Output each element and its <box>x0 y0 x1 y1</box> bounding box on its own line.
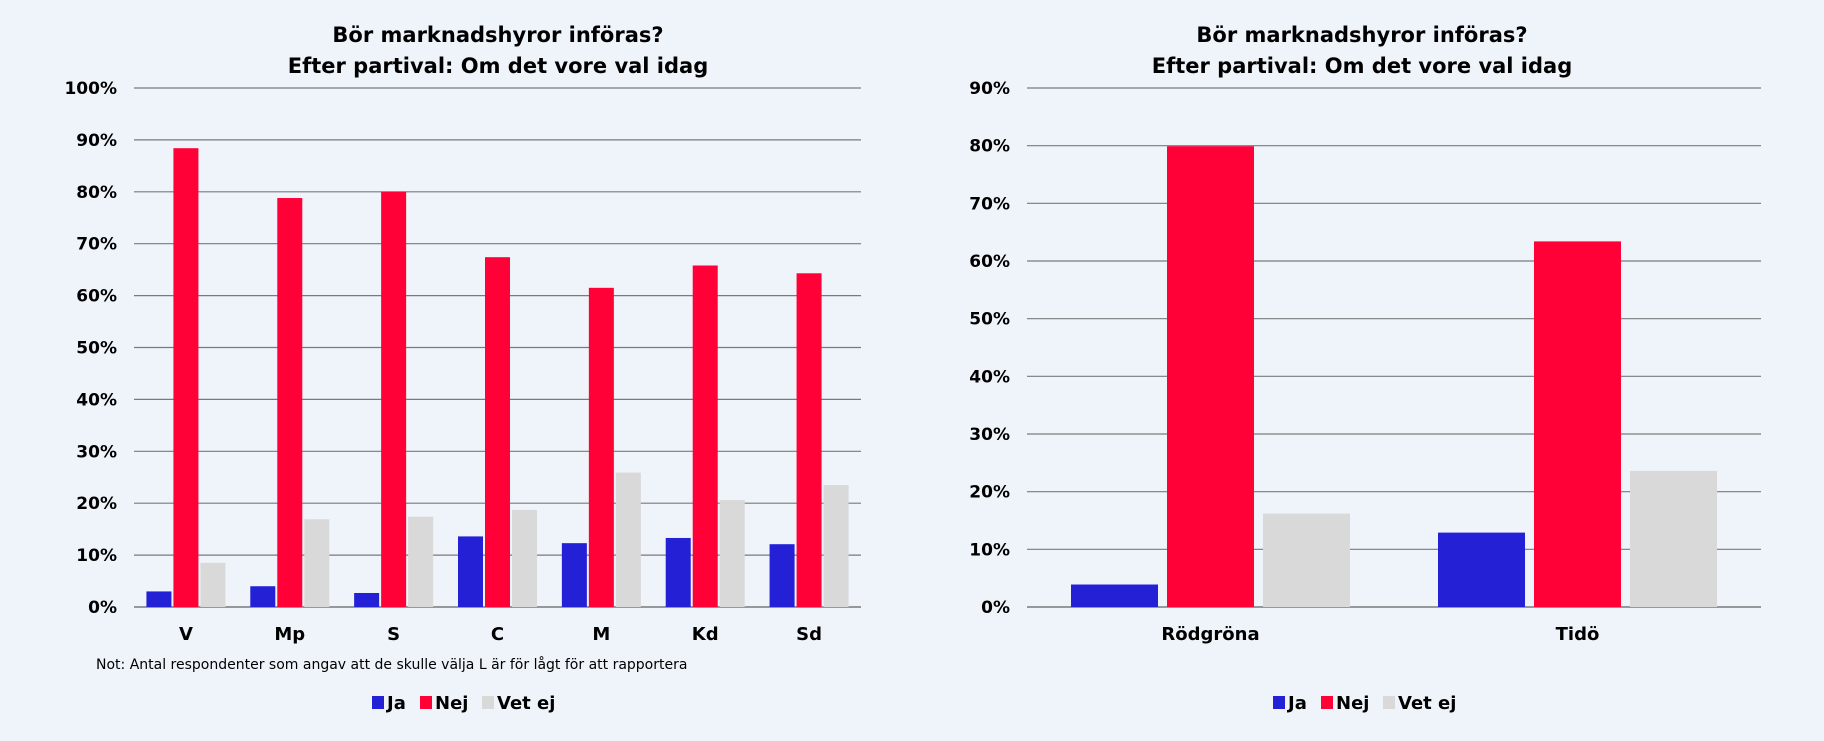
chart-title: Bör marknadshyror införas? <box>1196 23 1527 47</box>
legend-label: Nej <box>435 693 468 714</box>
bar-nej <box>1534 241 1621 608</box>
y-tick-label: 40% <box>969 367 1010 387</box>
chart-title: Efter partival: Om det vore val idag <box>288 54 709 78</box>
legend-swatch <box>1383 696 1395 709</box>
y-tick-label: 90% <box>969 79 1010 99</box>
bar-vet-ej <box>615 472 641 607</box>
bar-ja <box>1071 584 1158 607</box>
legend-label: Ja <box>1286 693 1307 714</box>
y-tick-label: 30% <box>76 442 117 462</box>
bar-vet-ej <box>408 516 434 607</box>
legend-swatch <box>1273 696 1285 709</box>
legend-swatch <box>420 696 432 709</box>
y-tick-label: 50% <box>76 339 117 359</box>
y-tick-label: 30% <box>969 425 1010 445</box>
y-tick-label: 20% <box>76 494 117 514</box>
y-tick-label: 100% <box>64 79 117 99</box>
y-tick-label: 0% <box>981 598 1010 618</box>
legend-swatch <box>1321 696 1333 709</box>
bar-nej <box>381 191 407 608</box>
bar-ja <box>769 544 795 607</box>
bar-nej <box>588 287 614 607</box>
bar-vet-ej <box>200 562 226 607</box>
bar-vet-ej <box>719 500 745 607</box>
x-tick-label: C <box>491 624 504 645</box>
y-tick-label: 80% <box>76 183 117 203</box>
x-tick-label: Mp <box>274 624 305 645</box>
legend-label: Vet ej <box>1398 693 1456 714</box>
bar-vet-ej <box>823 485 849 607</box>
bar-vet-ej <box>1263 513 1350 607</box>
chart-note: Not: Antal respondenter som angav att de… <box>96 656 687 673</box>
y-tick-label: 90% <box>76 131 117 151</box>
legend-label: Ja <box>385 693 406 714</box>
y-tick-label: 40% <box>76 390 117 410</box>
bar-nej <box>485 257 510 607</box>
x-tick-label: S <box>387 624 400 645</box>
x-tick-label: M <box>592 624 610 645</box>
y-tick-label: 60% <box>969 252 1010 272</box>
y-tick-label: 10% <box>76 546 117 566</box>
chart-title: Bör marknadshyror införas? <box>332 23 663 47</box>
x-tick-label: Sd <box>796 624 822 645</box>
y-tick-label: 70% <box>969 194 1010 214</box>
chart-title: Efter partival: Om det vore val idag <box>1152 54 1573 78</box>
bar-ja <box>250 586 276 607</box>
bar-ja <box>354 592 380 607</box>
bar-nej <box>173 148 199 608</box>
bar-nej <box>692 265 718 607</box>
y-tick-label: 50% <box>969 310 1010 330</box>
y-tick-label: 0% <box>88 598 117 618</box>
y-tick-label: 60% <box>76 287 117 307</box>
x-tick-label: Tidö <box>1556 624 1600 645</box>
legend-swatch <box>372 696 384 709</box>
bar-ja <box>458 536 483 607</box>
x-tick-label: V <box>179 624 193 645</box>
bar-ja <box>1438 532 1525 607</box>
bar-nej <box>277 198 303 607</box>
bar-ja <box>561 543 587 607</box>
y-tick-label: 80% <box>969 137 1010 157</box>
bar-nej <box>1167 146 1254 607</box>
y-tick-label: 70% <box>76 235 117 255</box>
legend-swatch <box>482 696 494 709</box>
legend-label: Nej <box>1336 693 1369 714</box>
bar-vet-ej <box>304 519 330 607</box>
bar-ja <box>146 591 172 607</box>
bar-nej <box>796 273 822 607</box>
x-tick-label: Kd <box>692 624 719 645</box>
bar-vet-ej <box>512 509 537 607</box>
x-tick-label: Rödgröna <box>1161 624 1259 645</box>
y-tick-label: 10% <box>969 540 1010 560</box>
bar-ja <box>665 537 691 607</box>
bar-vet-ej <box>1630 470 1717 607</box>
y-tick-label: 20% <box>969 483 1010 503</box>
legend-label: Vet ej <box>497 693 555 714</box>
